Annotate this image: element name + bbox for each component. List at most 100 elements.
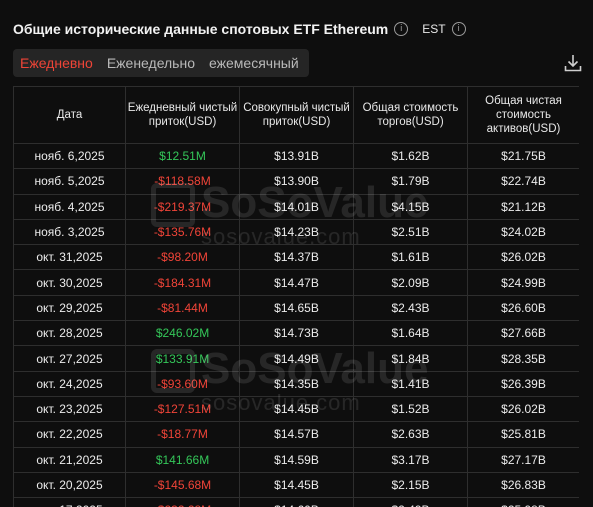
cell-net-assets: $26.60B xyxy=(467,294,579,322)
cell-date: окт. 30,2025 xyxy=(13,269,126,296)
cell-value-traded: $1.62B xyxy=(353,142,468,170)
table-row[interactable]: нояб. 6,2025 $12.51M $13.91B $1.62B $21.75B xyxy=(13,142,579,170)
cell-date: окт. 24,2025 xyxy=(13,370,126,397)
tab-daily[interactable]: Ежедневно xyxy=(20,55,93,71)
cell-cumulative-inflow: $14.01B xyxy=(239,193,354,220)
cell-net-assets: $21.12B xyxy=(467,193,579,220)
cell-date: нояб. 3,2025 xyxy=(13,218,126,246)
cell-net-assets: $22.74B xyxy=(467,168,579,195)
cell-daily-inflow: -$118.58M xyxy=(125,168,240,195)
cell-net-assets: $28.35B xyxy=(467,345,579,372)
table-row[interactable]: окт. 23,2025 -$127.51M $14.45B $1.52B $26.02… xyxy=(13,395,579,423)
table-row[interactable]: окт. 22,2025 -$18.77M $14.57B $2.63B $25.81B xyxy=(13,421,579,448)
cell-daily-inflow: -$93.60M xyxy=(125,370,240,397)
cell-value-traded: $2.09B xyxy=(353,269,468,296)
page-title: Общие исторические данные спотовых ETF E… xyxy=(13,21,389,37)
cell-value-traded: $2.43B xyxy=(353,294,468,322)
column-header-net-assets[interactable]: Общая чистая стоимость активов(USD) xyxy=(467,86,579,144)
table-row[interactable]: окт. 27,2025 $133.91M $14.49B $1.84B $28.35B xyxy=(13,345,579,372)
cell-net-assets: $26.83B xyxy=(467,471,579,499)
table-row[interactable]: окт. 21,2025 $141.66M $14.59B $3.17B $27.17B xyxy=(13,446,579,473)
cell-net-assets: $24.02B xyxy=(467,218,579,246)
table-row[interactable]: окт. 29,2025 -$81.44M $14.65B $2.43B $26.60B xyxy=(13,294,579,322)
table-row[interactable]: нояб. 5,2025 -$118.58M $13.90B $1.79B $22.74… xyxy=(13,168,579,195)
table-row[interactable]: нояб. 4,2025 -$219.37M $14.01B $4.15B $21.12… xyxy=(13,193,579,220)
table-row[interactable]: нояб. 3,2025 -$135.76M $14.23B $2.51B $24.02… xyxy=(13,218,579,246)
cell-daily-inflow: -$135.76M xyxy=(125,218,240,246)
cell-net-assets: $21.75B xyxy=(467,142,579,170)
cell-value-traded: $4.15B xyxy=(353,193,468,220)
table-row[interactable]: окт. 30,2025 -$184.31M $14.47B $2.09B $24.99… xyxy=(13,269,579,296)
cell-cumulative-inflow: $14.47B xyxy=(239,269,354,296)
cell-net-assets: $24.99B xyxy=(467,269,579,296)
table-row[interactable]: окт. 31,2025 -$98.20M $14.37B $1.61B $26.02B xyxy=(13,244,579,271)
cell-value-traded: $1.61B xyxy=(353,244,468,271)
cell-value-traded: $1.52B xyxy=(353,395,468,423)
timezone-info-icon[interactable]: i xyxy=(451,22,466,36)
cell-cumulative-inflow: $14.57B xyxy=(239,421,354,448)
table-header-row: Дата Ежедневный чистый приток(USD) Совок… xyxy=(13,86,579,144)
column-header-value-traded[interactable]: Общая стоимость торгов(USD) xyxy=(353,86,468,144)
table-row[interactable]: окт. 28,2025 $246.02M $14.73B $1.64B $27.66B xyxy=(13,320,579,347)
period-tabs: Ежедневно Еженедельно ежемесячный xyxy=(13,49,309,77)
table-row[interactable]: окт. 24,2025 -$93.60M $14.35B $1.41B $26.39B xyxy=(13,370,579,397)
cell-date: окт. 22,2025 xyxy=(13,421,126,448)
cell-date: окт. 23,2025 xyxy=(13,395,126,423)
cell-date: окт. 17,2025 xyxy=(13,497,126,507)
cell-date: нояб. 4,2025 xyxy=(13,193,126,220)
cell-date: окт. 21,2025 xyxy=(13,446,126,473)
cell-daily-inflow: -$145.68M xyxy=(125,471,240,499)
cell-cumulative-inflow: $14.59B xyxy=(239,446,354,473)
timezone-label[interactable]: EST xyxy=(422,22,446,36)
cell-daily-inflow: $133.91M xyxy=(125,345,240,372)
cell-daily-inflow: -$219.37M xyxy=(125,193,240,220)
table-row[interactable]: окт. 17,2025-$232.28M$14.60B$2.49B$25.98… xyxy=(13,497,579,507)
cell-cumulative-inflow: $14.45B xyxy=(239,395,354,423)
cell-cumulative-inflow: $14.73B xyxy=(239,320,354,347)
column-header-date[interactable]: Дата xyxy=(13,86,126,144)
cell-date: окт. 27,2025 xyxy=(13,345,126,372)
cell-daily-inflow: -$127.51M xyxy=(125,395,240,423)
cell-daily-inflow: -$81.44M xyxy=(125,294,240,322)
cell-date: нояб. 6,2025 xyxy=(13,142,126,170)
tab-monthly[interactable]: ежемесячный xyxy=(209,55,299,71)
cell-net-assets: $26.02B xyxy=(467,244,579,271)
cell-daily-inflow: -$184.31M xyxy=(125,269,240,296)
cell-cumulative-inflow: $14.35B xyxy=(239,370,354,397)
cell-cumulative-inflow: $14.23B xyxy=(239,218,354,246)
cell-cumulative-inflow: $13.90B xyxy=(239,168,354,195)
cell-net-assets: $27.17B xyxy=(467,446,579,473)
cell-net-assets: $25.98B xyxy=(467,497,579,507)
cell-date: окт. 29,2025 xyxy=(13,294,126,322)
cell-value-traded: $2.51B xyxy=(353,218,468,246)
cell-daily-inflow: $141.66M xyxy=(125,446,240,473)
column-header-daily-inflow[interactable]: Ежедневный чистый приток(USD) xyxy=(125,86,240,144)
cell-date: окт. 28,2025 xyxy=(13,320,126,347)
cell-value-traded: $1.84B xyxy=(353,345,468,372)
info-icon[interactable]: i xyxy=(394,22,409,36)
cell-cumulative-inflow: $14.45B xyxy=(239,471,354,499)
cell-net-assets: $25.81B xyxy=(467,421,579,448)
table-body: нояб. 6,2025 $12.51M $13.91B $1.62B $21.75B н… xyxy=(13,142,579,507)
cell-daily-inflow: $246.02M xyxy=(125,320,240,347)
cell-daily-inflow: -$232.28M xyxy=(125,497,240,507)
cell-value-traded: $2.15B xyxy=(353,471,468,499)
cell-net-assets: $26.02B xyxy=(467,395,579,423)
etf-history-table: Дата Ежедневный чистый приток(USD) Совок… xyxy=(13,86,579,507)
page-header: Общие исторические данные спотовых ETF E… xyxy=(13,18,466,40)
cell-value-traded: $1.64B xyxy=(353,320,468,347)
column-header-cumulative-inflow[interactable]: Совокупный чистый приток(USD) xyxy=(239,86,354,144)
cell-cumulative-inflow: $14.60B xyxy=(239,497,354,507)
cell-date: нояб. 5,2025 xyxy=(13,168,126,195)
cell-net-assets: $26.39B xyxy=(467,370,579,397)
download-icon[interactable] xyxy=(562,52,584,74)
table-row[interactable]: окт. 20,2025 -$145.68M $14.45B $2.15B $26.83… xyxy=(13,471,579,499)
etf-history-table-container[interactable]: Дата Ежедневный чистый приток(USD) Совок… xyxy=(13,86,579,507)
cell-value-traded: $1.41B xyxy=(353,370,468,397)
cell-daily-inflow: -$98.20M xyxy=(125,244,240,271)
cell-value-traded: $3.17B xyxy=(353,446,468,473)
tab-weekly[interactable]: Еженедельно xyxy=(106,55,195,71)
cell-cumulative-inflow: $14.37B xyxy=(239,244,354,271)
cell-value-traded: $2.49B xyxy=(353,497,468,507)
cell-cumulative-inflow: $14.65B xyxy=(239,294,354,322)
